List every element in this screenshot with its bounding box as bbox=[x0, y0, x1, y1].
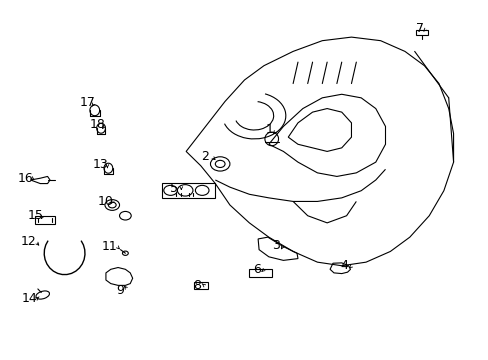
Text: 9: 9 bbox=[116, 284, 124, 297]
Text: 6: 6 bbox=[253, 263, 261, 276]
Text: 2: 2 bbox=[200, 150, 208, 163]
Text: 15: 15 bbox=[27, 209, 43, 222]
Text: 17: 17 bbox=[80, 96, 95, 109]
Text: 3: 3 bbox=[272, 239, 280, 252]
Text: 16: 16 bbox=[18, 172, 34, 185]
Text: 14: 14 bbox=[21, 292, 38, 305]
Text: 4: 4 bbox=[340, 259, 348, 272]
Text: 5: 5 bbox=[170, 182, 178, 195]
Text: 18: 18 bbox=[89, 118, 105, 131]
Text: 13: 13 bbox=[92, 158, 108, 171]
Text: 10: 10 bbox=[97, 195, 113, 208]
Text: 12: 12 bbox=[20, 235, 36, 248]
Text: 7: 7 bbox=[415, 22, 423, 35]
Text: 11: 11 bbox=[101, 240, 117, 253]
Text: 1: 1 bbox=[265, 123, 273, 136]
Text: 8: 8 bbox=[192, 279, 201, 292]
